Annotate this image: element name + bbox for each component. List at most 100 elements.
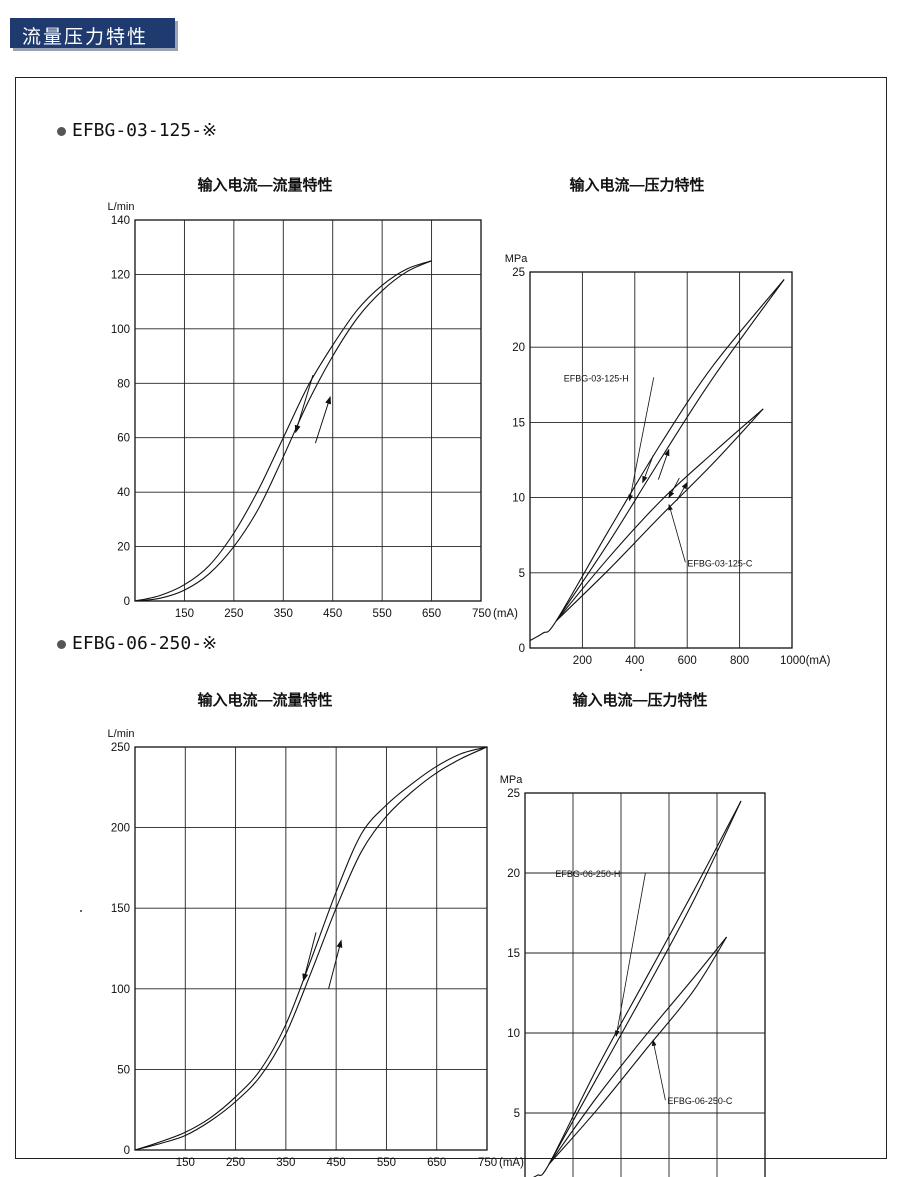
series-line	[548, 936, 728, 1165]
series-line	[134, 746, 488, 1151]
x-tick-label: 550	[373, 608, 392, 620]
chart-title: 输入电流—压力特性	[569, 176, 704, 194]
y-axis-label: MPa	[500, 774, 524, 786]
direction-arrow	[668, 477, 680, 499]
y-tick-label: 50	[117, 1064, 130, 1076]
x-tick-label: 150	[175, 608, 194, 620]
pressure-chart-efbg-03: 输入电流—压力特性 0 5 10 15 20 25 MPa 200 400 600 800 1000(m…	[505, 176, 831, 667]
y-tick-label: 140	[111, 215, 130, 227]
y-tick-label: 5	[519, 568, 525, 580]
y-tick-label: 5	[514, 1108, 520, 1120]
bullet-icon	[57, 126, 66, 136]
chart-title: 输入电流—流量特性	[197, 176, 332, 194]
annotation-leader	[628, 377, 655, 502]
y-tick-label: 20	[512, 342, 525, 354]
section-title-efbg-03: EFBG-03-125-※	[57, 120, 217, 141]
pressure-chart-efbg-06: 输入电流—压力特性0510152025MPa2004006008001000(m…	[500, 691, 766, 1177]
x-axis-label: (mA)	[493, 608, 518, 620]
section-title-text: EFBG-06-250-※	[72, 633, 218, 654]
direction-arrow	[302, 932, 317, 982]
y-tick-label: 100	[111, 324, 130, 336]
y-tick-label: 25	[512, 267, 525, 279]
y-tick-label: 15	[507, 948, 520, 960]
x-tick-label: 550	[377, 1157, 396, 1169]
plot-frame	[529, 271, 793, 649]
y-tick-label: 120	[111, 269, 130, 281]
series-line	[548, 936, 728, 1165]
y-tick-label: 20	[507, 868, 520, 880]
series-line	[134, 260, 432, 602]
direction-arrow	[314, 395, 331, 444]
x-tick-label: 350	[274, 608, 293, 620]
chart-title: 输入电流—流量特性	[197, 691, 332, 709]
y-tick-label: 250	[111, 742, 130, 754]
series-line	[555, 279, 785, 622]
series-line	[555, 408, 764, 622]
annotation-leader	[668, 503, 686, 563]
x-tick-label: 150	[176, 1157, 195, 1169]
x-axis-label: 1000(mA)	[780, 655, 831, 667]
direction-arrow	[328, 939, 343, 989]
series-annotation: EFBG-06-250-H	[555, 869, 620, 879]
series-line	[555, 408, 764, 622]
y-tick-label: 40	[117, 487, 130, 499]
x-tick-label: 250	[224, 608, 243, 620]
y-tick-label: 20	[117, 542, 130, 554]
x-tick-label: 750	[478, 1157, 497, 1169]
x-tick-label: 600	[678, 655, 697, 667]
y-tick-label: 200	[111, 823, 130, 835]
annotation-leader	[651, 1039, 666, 1101]
section-title-efbg-06: EFBG-06-250-※	[57, 633, 217, 654]
header-tab: 流量压力特性	[10, 18, 175, 48]
y-tick-label: 150	[111, 903, 130, 915]
page-title: 流量压力特性	[22, 27, 149, 48]
direction-arrow	[642, 455, 654, 484]
y-tick-label: 100	[111, 984, 130, 996]
flow-chart-efbg-03: 输入电流—流量特性 0 20 40 60 80 100 120 140 L/min 150 250 35…	[108, 176, 519, 620]
x-tick-label: 650	[427, 1157, 446, 1169]
y-tick-label: 60	[117, 433, 130, 445]
y-tick-label: 0	[124, 1145, 130, 1157]
plot-frame	[134, 746, 488, 1151]
y-tick-label: 10	[512, 493, 525, 505]
y-tick-label: 25	[507, 788, 520, 800]
y-tick-label: 0	[124, 596, 130, 608]
content-frame	[15, 77, 887, 1159]
direction-arrow	[657, 448, 670, 480]
x-tick-label: 800	[730, 655, 749, 667]
x-tick-label: 400	[625, 655, 644, 667]
plot-frame	[524, 792, 766, 1177]
series-line	[529, 279, 785, 641]
y-tick-label: 0	[519, 643, 525, 655]
section-title-text: EFBG-03-125-※	[72, 120, 218, 141]
x-tick-label: 750	[472, 608, 491, 620]
series-line	[134, 746, 488, 1151]
annotation-leader	[614, 872, 646, 1037]
direction-arrow	[676, 481, 688, 501]
y-tick-label: 10	[507, 1028, 520, 1040]
x-tick-label: 350	[276, 1157, 295, 1169]
series-line	[532, 800, 742, 1177]
direction-arrow	[294, 374, 314, 434]
x-tick-label: 650	[422, 608, 441, 620]
series-annotation: EFBG-03-125-C	[687, 558, 753, 568]
series-annotation: EFBG-03-125-H	[564, 373, 629, 383]
y-axis-label: MPa	[505, 253, 529, 265]
y-axis-label: L/min	[108, 201, 135, 213]
bullet-icon	[57, 639, 66, 649]
flow-chart-efbg-06: 输入电流—流量特性 0 50 100 150 200 250 L/min 150 250 350 45…	[108, 691, 525, 1169]
y-tick-label: 15	[512, 417, 525, 429]
x-axis-label: (mA)	[499, 1157, 524, 1169]
y-axis-label: L/min	[108, 728, 135, 740]
x-tick-label: 200	[573, 655, 592, 667]
series-annotation: EFBG-06-250-C	[667, 1096, 733, 1106]
series-line	[134, 260, 432, 602]
x-tick-label: 450	[327, 1157, 346, 1169]
x-tick-label: 250	[226, 1157, 245, 1169]
scan-mark	[80, 910, 82, 912]
x-tick-label: 450	[323, 608, 342, 620]
scan-mark	[640, 669, 642, 671]
y-tick-label: 80	[117, 378, 130, 390]
plot-frame	[134, 219, 482, 602]
chart-title: 输入电流—压力特性	[572, 691, 707, 709]
